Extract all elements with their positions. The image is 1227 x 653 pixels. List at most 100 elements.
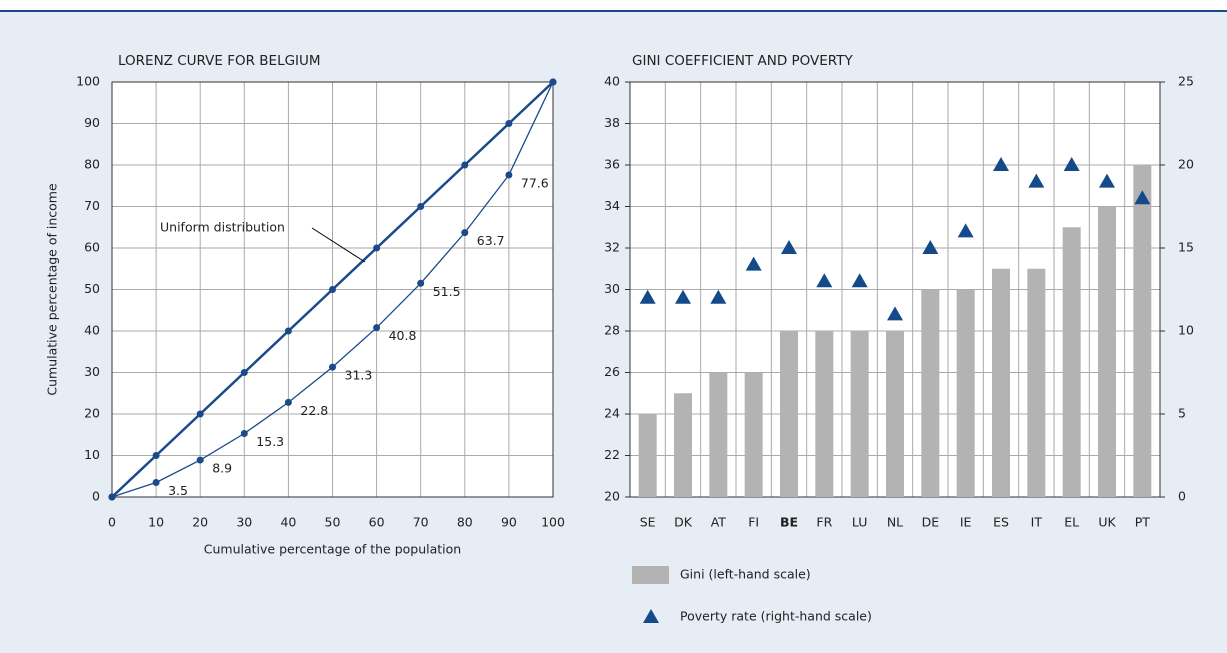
bar — [709, 372, 728, 497]
triangle-marker — [1063, 157, 1080, 171]
x-tick-label: LU — [852, 515, 868, 530]
y-tick-label: 30 — [84, 364, 100, 379]
bar — [815, 331, 834, 497]
legend-swatch — [643, 609, 659, 623]
plot-frame — [111, 81, 554, 498]
y-tick-label: 22 — [604, 447, 620, 462]
bar — [780, 331, 798, 497]
legend-label: Poverty rate (right-hand scale) — [680, 609, 872, 624]
triangle-marker — [710, 289, 727, 304]
bar — [744, 372, 763, 497]
y2-tick-label: 5 — [1178, 406, 1186, 421]
point — [240, 430, 248, 438]
data-label: 40.8 — [389, 328, 417, 343]
data-label: 51.5 — [433, 284, 461, 299]
point — [108, 493, 116, 501]
triangle-marker — [1134, 190, 1151, 205]
y-tick-label: 60 — [84, 240, 100, 255]
bar — [674, 393, 692, 497]
x-tick-label: 0 — [108, 515, 116, 530]
bar — [638, 414, 657, 497]
x-tick-label: DK — [674, 515, 693, 530]
legend-label: Gini (left-hand scale) — [680, 567, 811, 582]
data-label: 3.5 — [168, 483, 188, 498]
y2-tick-label: 25 — [1178, 74, 1194, 89]
point — [240, 369, 248, 376]
y-tick-label: 90 — [84, 115, 100, 130]
y-tick-label: 36 — [604, 157, 620, 172]
triangle-marker — [1099, 173, 1115, 188]
point — [373, 324, 381, 332]
y-tick-label: 40 — [604, 74, 620, 89]
point — [196, 456, 204, 464]
point — [373, 244, 381, 252]
triangle-marker — [639, 289, 656, 304]
triangle-marker — [993, 157, 1009, 171]
x-tick-label: FI — [748, 515, 759, 530]
triangle-marker — [745, 256, 762, 271]
y-tick-label: 80 — [84, 157, 100, 172]
point — [505, 120, 513, 127]
y-tick-label: 30 — [604, 281, 620, 296]
triangle-marker — [922, 240, 939, 254]
x-tick-label: 40 — [280, 515, 296, 530]
y-tick-label: 28 — [604, 323, 620, 338]
triangle-marker — [1028, 173, 1045, 188]
x-tick-label: 80 — [457, 515, 473, 530]
bar — [956, 289, 975, 497]
y-tick-label: 40 — [84, 323, 100, 338]
x-tick-label: SE — [640, 515, 656, 530]
y2-tick-label: 0 — [1178, 489, 1186, 504]
x-tick-label: UK — [1098, 515, 1116, 530]
bar — [886, 331, 904, 497]
y-tick-label: 20 — [84, 406, 100, 421]
annotation-leader — [311, 227, 366, 263]
annotation: Uniform distribution — [160, 220, 285, 235]
bar — [850, 331, 869, 497]
x-tick-label: FR — [816, 515, 832, 530]
bar — [1062, 227, 1081, 497]
x-tick-label: 10 — [148, 515, 164, 530]
triangle-marker — [816, 273, 833, 288]
bar — [1133, 165, 1152, 497]
chart-title: GINI COEFFICIENT AND POVERTY — [632, 53, 853, 69]
legend-swatch — [632, 566, 669, 584]
x-tick-label: NL — [887, 515, 903, 530]
data-label: 31.3 — [345, 368, 373, 383]
data-label: 22.8 — [300, 403, 328, 418]
y2-tick-label: 10 — [1178, 323, 1194, 338]
y-tick-label: 34 — [604, 198, 620, 213]
point — [152, 478, 160, 486]
triangle-marker — [887, 306, 903, 321]
data-label: 15.3 — [256, 434, 284, 449]
y-tick-label: 32 — [604, 240, 620, 255]
triangle-marker — [851, 273, 868, 288]
x-tick-label: 60 — [369, 515, 385, 530]
y-tick-label: 0 — [92, 489, 100, 504]
bar — [1027, 268, 1046, 497]
triangle-marker — [781, 240, 797, 254]
triangle-marker — [675, 289, 691, 304]
x-tick-label: DE — [922, 515, 940, 530]
x-tick-label: ES — [993, 515, 1009, 530]
bar — [1098, 206, 1116, 497]
x-tick-label: 50 — [325, 515, 341, 530]
x-tick-label: BE — [780, 515, 798, 530]
point — [196, 410, 204, 418]
y-tick-label: 50 — [84, 281, 100, 296]
point — [505, 171, 513, 179]
point — [329, 286, 336, 293]
y-tick-label: 24 — [604, 406, 620, 421]
x-tick-label: 20 — [192, 515, 208, 530]
bar — [992, 268, 1010, 497]
point — [417, 279, 425, 287]
data-label: 8.9 — [212, 461, 232, 476]
point — [284, 327, 292, 335]
point — [461, 229, 469, 237]
point — [152, 452, 160, 459]
x-tick-label: IE — [960, 515, 972, 530]
y-tick-label: 100 — [76, 74, 100, 89]
point — [284, 398, 292, 406]
point — [417, 203, 425, 210]
